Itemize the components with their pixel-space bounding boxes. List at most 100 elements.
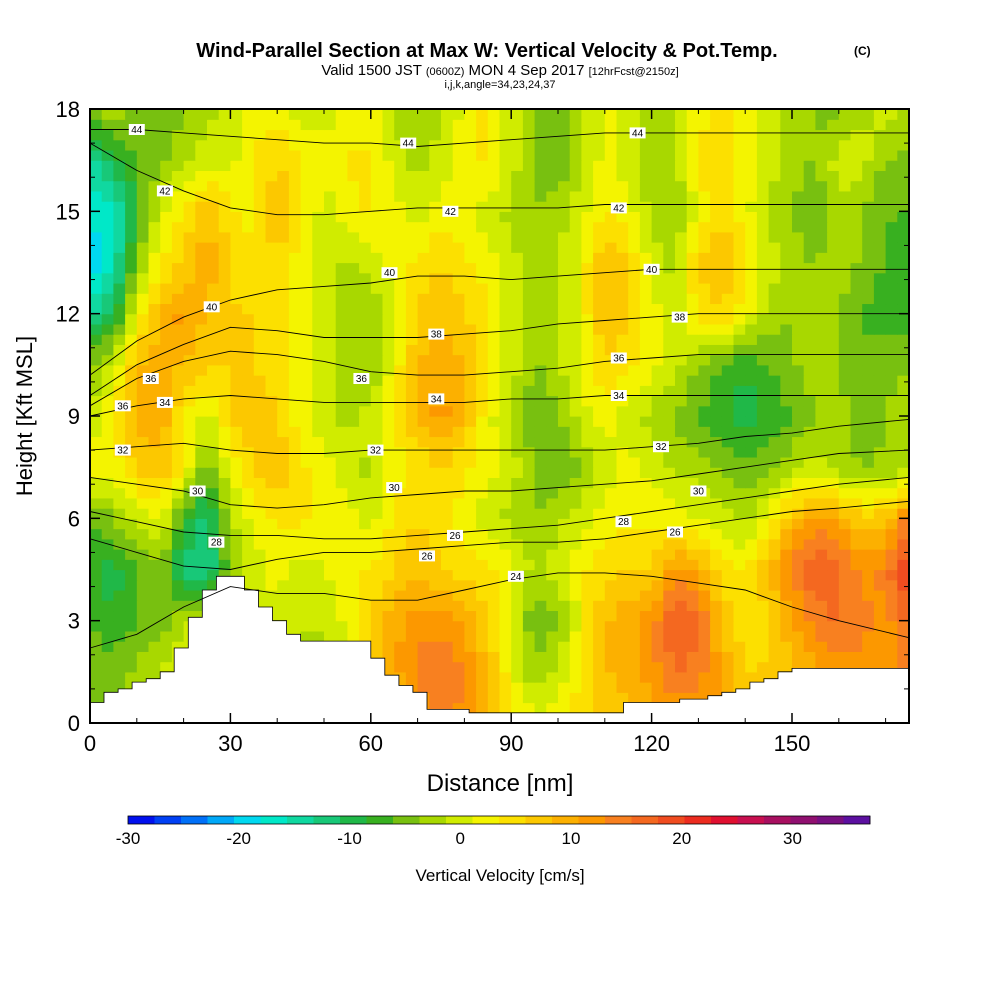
w-cell — [195, 323, 208, 335]
w-cell — [756, 303, 770, 315]
w-cell — [265, 139, 278, 151]
w-cell — [733, 364, 746, 376]
w-cell — [359, 262, 372, 274]
w-cell — [277, 375, 290, 386]
w-cell — [698, 630, 711, 642]
w-cell — [686, 262, 699, 274]
w-cell — [441, 456, 454, 468]
w-cell — [160, 487, 173, 499]
w-cell — [405, 323, 419, 335]
w-cell — [569, 559, 582, 571]
w-cell — [113, 528, 126, 540]
w-cell — [101, 569, 114, 581]
w-cell — [862, 221, 875, 233]
w-cell — [686, 661, 699, 673]
w-cell — [113, 139, 126, 151]
w-cell — [487, 436, 501, 448]
w-cell — [639, 375, 653, 386]
w-cell — [113, 293, 126, 305]
w-cell — [464, 538, 477, 550]
w-cell — [803, 620, 816, 632]
w-cell — [394, 375, 407, 386]
w-cell — [675, 589, 688, 601]
w-cell — [253, 252, 267, 264]
w-cell — [265, 436, 278, 448]
w-cell — [675, 334, 688, 345]
w-cell — [347, 497, 360, 509]
w-cell — [710, 600, 723, 612]
w-cell — [476, 497, 489, 509]
w-cell — [675, 170, 688, 182]
w-cell — [452, 344, 465, 356]
w-cell — [733, 549, 746, 560]
w-cell — [417, 344, 430, 356]
w-cell — [171, 589, 185, 601]
w-cell — [160, 252, 173, 264]
w-cell — [347, 446, 360, 458]
w-cell — [604, 630, 618, 642]
w-cell — [593, 538, 606, 550]
w-cell — [803, 160, 816, 171]
w-cell — [113, 661, 126, 673]
w-cell — [616, 180, 629, 192]
w-cell — [335, 538, 348, 550]
w-cell — [441, 620, 454, 632]
w-cell — [253, 395, 267, 407]
w-cell — [792, 416, 805, 427]
w-cell — [417, 641, 430, 652]
w-cell — [815, 385, 828, 397]
w-cell — [522, 528, 536, 540]
colorbar-label: Vertical Velocity [cm/s] — [415, 866, 584, 885]
w-cell — [335, 508, 348, 519]
w-cell — [675, 303, 688, 315]
w-cell — [862, 344, 875, 356]
w-cell — [499, 385, 512, 397]
w-cell — [487, 313, 501, 325]
w-cell — [639, 620, 653, 632]
w-cell — [300, 477, 313, 489]
w-cell — [90, 180, 103, 192]
w-cell — [370, 231, 384, 243]
w-cell — [347, 589, 360, 601]
w-cell — [803, 385, 816, 397]
w-cell — [195, 436, 208, 448]
w-cell — [288, 293, 302, 305]
w-cell — [780, 323, 793, 335]
w-cell — [558, 375, 571, 386]
w-cell — [324, 610, 337, 622]
w-cell — [136, 610, 150, 622]
w-cell — [721, 446, 735, 458]
w-cell — [675, 467, 688, 478]
w-cell — [803, 323, 816, 335]
w-cell — [885, 242, 898, 253]
w-cell — [651, 149, 664, 161]
w-cell — [148, 671, 161, 683]
w-cell — [183, 467, 196, 478]
w-cell — [160, 334, 173, 345]
w-cell — [382, 282, 395, 294]
w-cell — [686, 610, 699, 622]
w-cell — [101, 293, 114, 305]
w-cell — [721, 589, 735, 601]
w-cell — [405, 446, 419, 458]
w-cell — [405, 231, 419, 243]
w-cell — [359, 549, 372, 560]
w-cell — [616, 170, 629, 182]
w-cell — [288, 354, 302, 366]
w-cell — [335, 221, 348, 233]
w-cell — [125, 170, 138, 182]
w-cell — [803, 262, 816, 274]
w-cell — [639, 518, 653, 530]
w-cell — [675, 559, 688, 571]
w-cell — [651, 201, 664, 212]
w-cell — [522, 569, 536, 581]
w-cell — [125, 651, 138, 663]
w-cell — [452, 600, 465, 612]
w-cell — [265, 456, 278, 468]
w-cell — [499, 395, 512, 407]
w-cell — [721, 323, 735, 335]
w-cell — [850, 620, 863, 632]
w-cell — [370, 487, 384, 499]
w-cell — [300, 538, 313, 550]
w-cell — [370, 549, 384, 560]
